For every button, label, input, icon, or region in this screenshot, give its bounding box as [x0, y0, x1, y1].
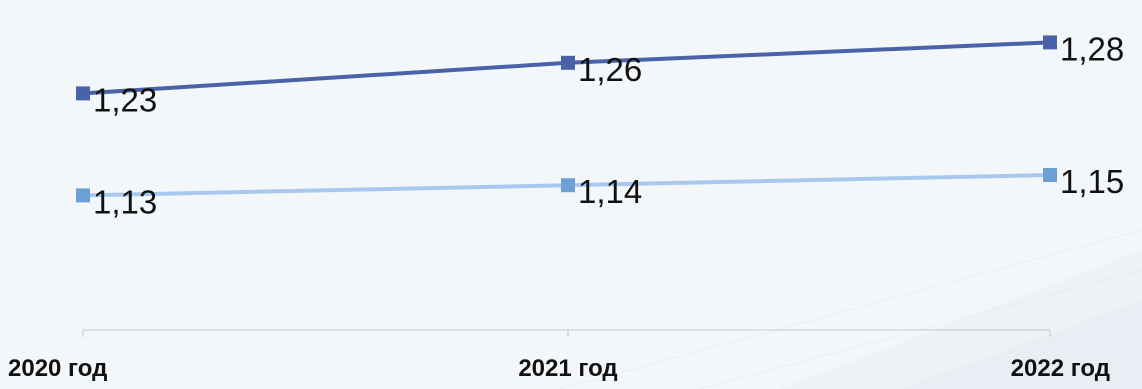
- background-shape: [900, 300, 1142, 389]
- background-line: [559, 229, 1142, 389]
- x-tick-label: 2021 год: [518, 355, 617, 382]
- data-label: 1,23: [93, 81, 157, 118]
- data-point-marker: [76, 86, 90, 101]
- data-point-marker: [1043, 168, 1057, 182]
- data-label: 1,28: [1060, 30, 1124, 67]
- data-point-marker: [76, 188, 90, 203]
- data-label: 1,14: [578, 173, 642, 210]
- background-shape: [780, 250, 1142, 389]
- data-label: 1,26: [578, 51, 642, 88]
- x-tick-label: 2020 год: [8, 355, 107, 382]
- data-point-marker: [561, 55, 575, 70]
- background-decoration: [559, 229, 1142, 389]
- series-layer: [76, 35, 1057, 203]
- data-labels: 1,23 1,26 1,28 1,13 1,14 1,15: [93, 30, 1124, 220]
- x-tick-label: 2022 год: [1011, 355, 1110, 382]
- data-point-marker: [561, 178, 575, 193]
- x-axis: 2020 год 2021 год 2022 год: [8, 329, 1110, 382]
- data-label: 1,13: [93, 183, 157, 220]
- data-point-marker: [1043, 35, 1057, 50]
- data-label: 1,15: [1060, 163, 1124, 200]
